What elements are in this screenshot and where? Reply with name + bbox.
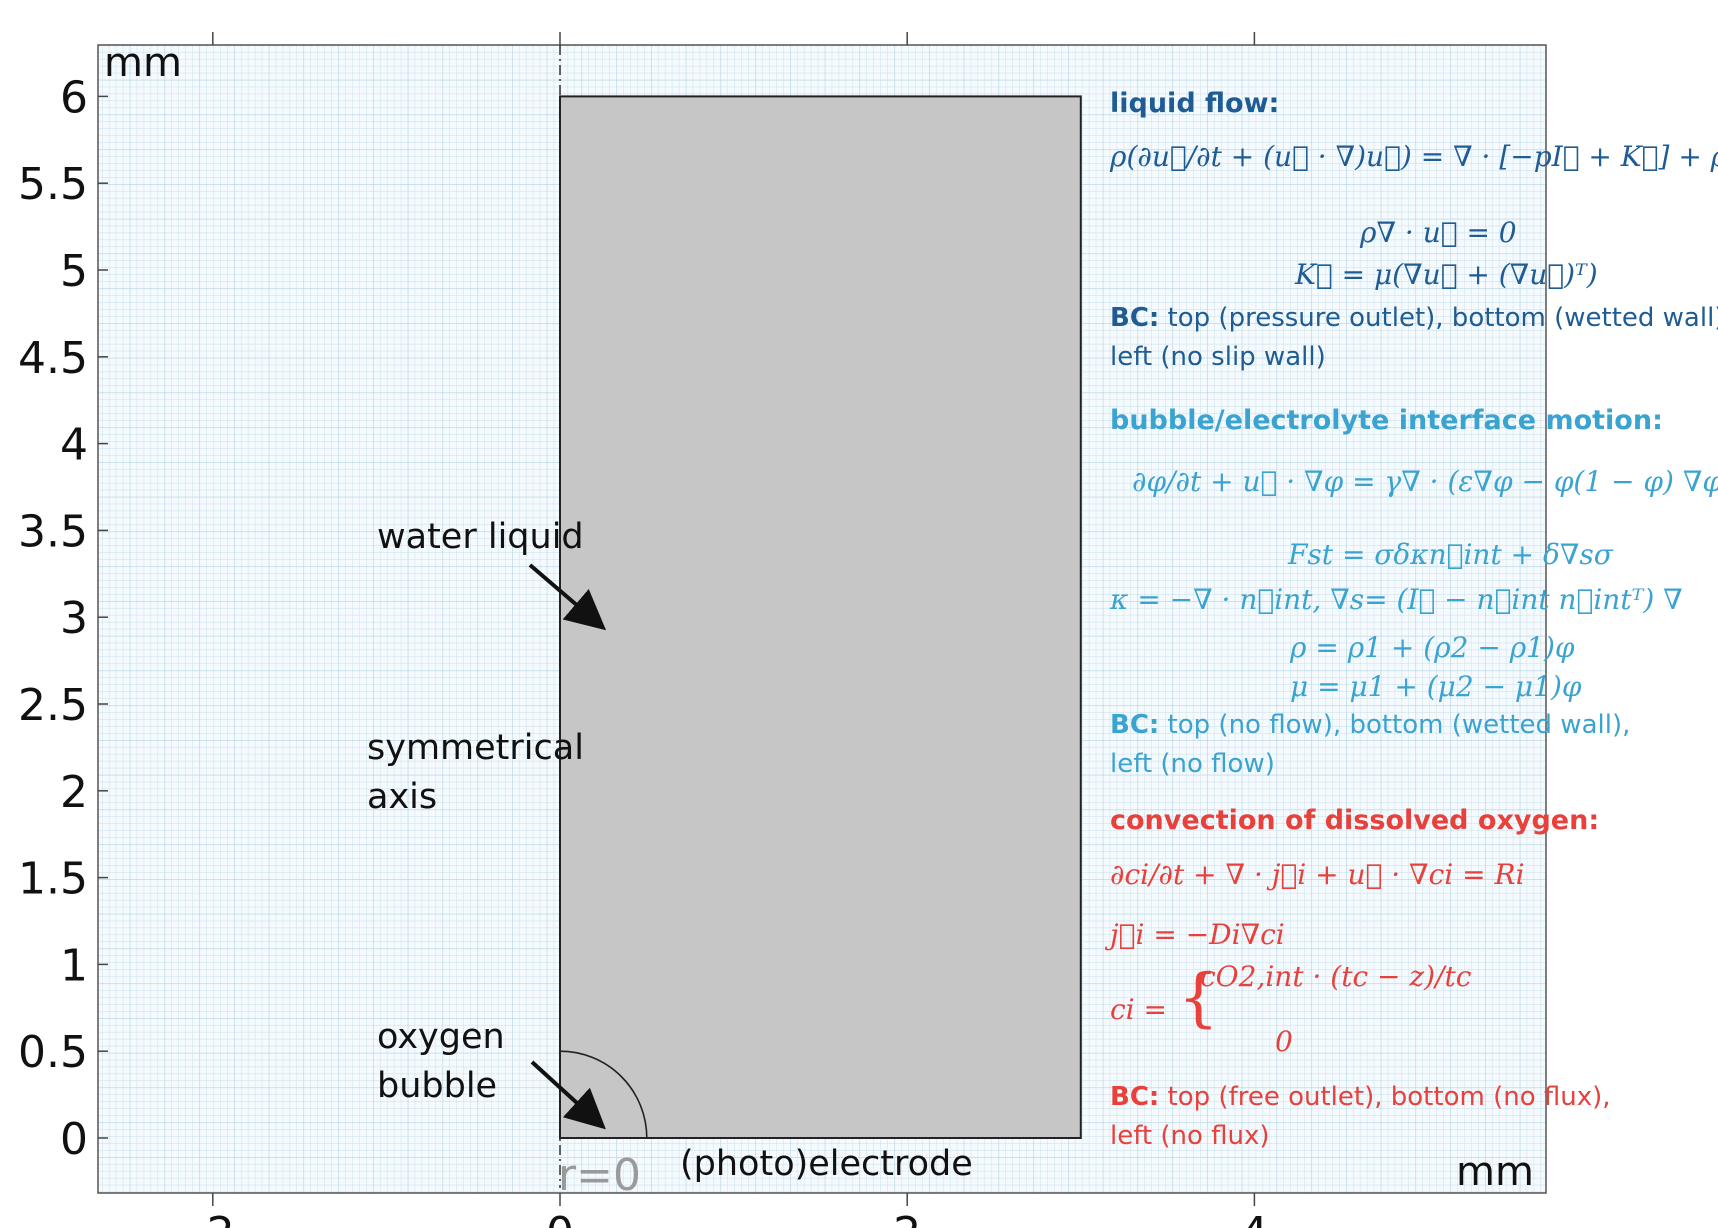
viscosity-mixing-equation: μ = μ1 + (μ2 − μ1)φ [1290, 670, 1582, 703]
symmetry-label-line1: symmetrical [367, 728, 584, 768]
liquid-flow-title: liquid flow: [1110, 88, 1280, 119]
bubble-bc-line2: left (no flow) [1110, 749, 1275, 779]
y-tick-label: 5 [60, 246, 88, 297]
liquid-flow-bc-text: top (pressure outlet), bottom (wetted wa… [1159, 303, 1718, 333]
oxygen-bubble [559, 1050, 648, 1139]
y-tick-label: 0 [60, 1114, 88, 1165]
y-ticks: 0 0.5 1 1.5 2 2.5 3 3.5 4 4.5 5 5.5 6 [18, 72, 108, 1165]
y-tick-label: 0.5 [18, 1027, 88, 1078]
plot-frame [97, 44, 1547, 1194]
oxygen-label-line2: bubble [377, 1066, 497, 1106]
equations-panel: liquid flow: ρ(∂u⃗/∂t + (u⃗ · ∇)u⃗) = ∇ … [1090, 80, 1718, 1160]
y-tick-label: 1.5 [18, 854, 88, 905]
electrode-label: (photo)electrode [680, 1144, 973, 1184]
x-ticks-top [212, 32, 1256, 45]
curvature-equation: κ = −∇ · n⃗int, ∇s= (I⃗ − n⃗int n⃗intᵀ) … [1110, 583, 1683, 616]
surface-tension-equation: Fst = σδκn⃗int + δ∇sσ [1288, 538, 1613, 571]
y-tick-label: 4.5 [18, 333, 88, 384]
y-tick-label: 5.5 [18, 159, 88, 210]
oxygen-bc-line1: BC: top (free outlet), bottom (no flux), [1110, 1078, 1611, 1117]
y-tick-label: 6 [60, 72, 88, 123]
computational-domain [559, 95, 1082, 1139]
flux-equation: j⃗i = −Di∇ci [1110, 918, 1285, 951]
y-tick-label: 4 [60, 420, 88, 471]
x-ticks-bottom: -2 0 2 4 [191, 1193, 1268, 1228]
density-mixing-equation: ρ = ρ1 + (ρ2 − ρ1)φ [1290, 631, 1575, 664]
concentration-case1: cO2,int · (tc − z)/tc [1200, 960, 1472, 993]
phase-field-equation: ∂φ/∂t + u⃗ · ∇φ = γ∇ · (ε∇φ − φ(1 − φ) ∇… [1132, 465, 1718, 498]
oxygen-bc-label: BC: [1110, 1082, 1160, 1112]
bubble-bc-text: top (no flow), bottom (wetted wall), [1159, 710, 1631, 740]
water-arrow [528, 563, 607, 631]
oxygen-bc-text: top (free outlet), bottom (no flux), [1159, 1082, 1611, 1112]
bubble-interface-title: bubble/electrolyte interface motion: [1110, 405, 1663, 436]
water-liquid-label: water liquid [377, 517, 584, 557]
y-tick-label: 2.5 [18, 680, 88, 731]
y-unit-label: mm [104, 40, 182, 86]
x-tick-label: -2 [191, 1208, 235, 1228]
oxygen-label-line1: oxygen [377, 1017, 505, 1057]
y-tick-label: 3 [60, 593, 88, 644]
x-unit-label: mm [1456, 1149, 1534, 1195]
oxygen-bc-line2: left (no flux) [1110, 1121, 1270, 1151]
y-tick-label: 2 [60, 767, 88, 818]
symmetry-label-line2: axis [367, 777, 437, 817]
oxygen-convection-title: convection of dissolved oxygen: [1110, 805, 1600, 836]
bubble-bc-label: BC: [1110, 710, 1160, 740]
bubble-bc-line1: BC: top (no flow), bottom (wetted wall), [1110, 706, 1630, 745]
concentration-case2: 0 [1275, 1025, 1293, 1058]
r-zero-label: r=0 [558, 1150, 641, 1201]
x-tick-label: 0 [546, 1208, 574, 1228]
liquid-flow-bc-line1: BC: top (pressure outlet), bottom (wette… [1110, 299, 1718, 338]
convection-diffusion-equation: ∂ci/∂t + ∇ · j⃗i + u⃗ · ∇ci = Ri [1110, 858, 1525, 891]
bubble-arrow [530, 1060, 606, 1130]
continuity-equation: ρ∇ · u⃗ = 0 [1360, 216, 1517, 249]
x-tick-label: 2 [893, 1208, 921, 1228]
y-tick-label: 3.5 [18, 506, 88, 557]
stress-tensor-equation: K⃗ = μ(∇u⃗ + (∇u⃗)ᵀ) [1295, 258, 1598, 291]
y-tick-label: 1 [60, 940, 88, 991]
liquid-flow-bc-label: BC: [1110, 303, 1160, 333]
piecewise-brace: { [1178, 961, 1219, 1035]
liquid-flow-bc-line2: left (no slip wall) [1110, 342, 1326, 372]
concentration-lhs: ci = [1110, 993, 1167, 1026]
x-tick-label: 4 [1240, 1208, 1268, 1228]
navier-stokes-equation: ρ(∂u⃗/∂t + (u⃗ · ∇)u⃗) = ∇ · [−pI⃗ + K⃗]… [1110, 140, 1718, 173]
